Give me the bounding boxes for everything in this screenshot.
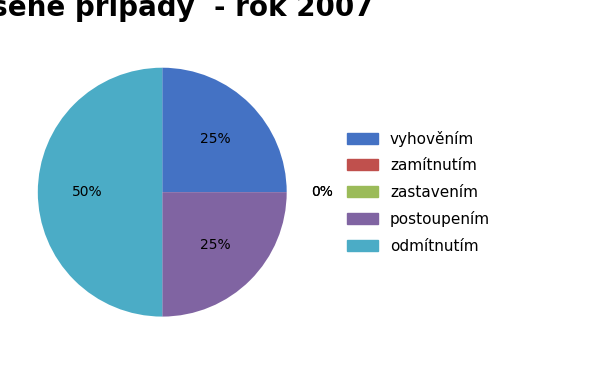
Text: 25%: 25% xyxy=(200,132,230,146)
Wedge shape xyxy=(162,68,287,192)
Wedge shape xyxy=(162,192,287,317)
Title: Řešené případy  - rok 2007: Řešené případy - rok 2007 xyxy=(0,0,373,22)
Text: 0%: 0% xyxy=(312,185,333,199)
Text: 50%: 50% xyxy=(72,185,103,199)
Wedge shape xyxy=(38,68,162,317)
Text: 25%: 25% xyxy=(200,238,230,252)
Legend: vyhověním, zamítnutím, zastavením, postoupením, odmítnutím: vyhověním, zamítnutím, zastavením, posto… xyxy=(341,124,496,260)
Text: 0%: 0% xyxy=(312,185,333,199)
